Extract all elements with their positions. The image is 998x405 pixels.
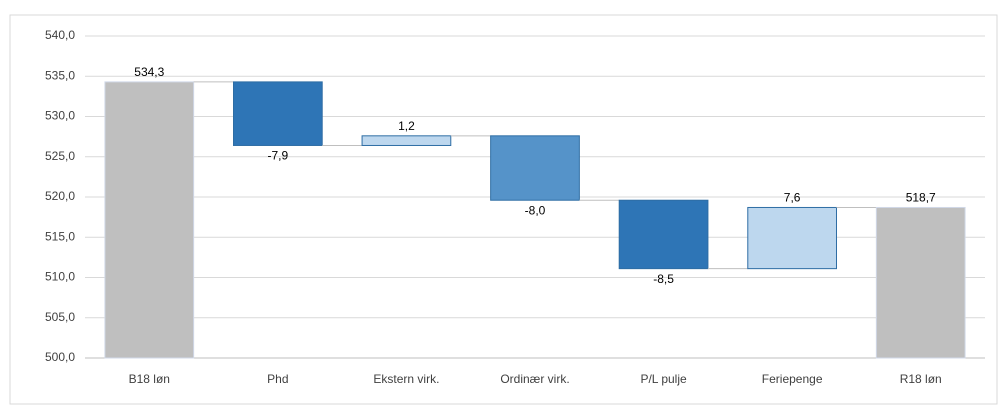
y-tick-label: 515,0 bbox=[45, 229, 75, 243]
bar bbox=[361, 135, 452, 146]
bar bbox=[104, 81, 195, 359]
data-label: 7,6 bbox=[784, 191, 801, 205]
y-tick-label: 505,0 bbox=[45, 310, 75, 324]
bar bbox=[747, 206, 837, 270]
x-tick-label: Ekstern virk. bbox=[373, 372, 439, 386]
bar bbox=[618, 199, 709, 270]
x-tick-label: Phd bbox=[267, 372, 288, 386]
data-label: -8,5 bbox=[653, 272, 674, 286]
data-label: -8,0 bbox=[525, 203, 546, 217]
y-tick-label: 525,0 bbox=[45, 149, 75, 163]
data-label: 534,3 bbox=[134, 65, 164, 79]
data-label: 1,2 bbox=[398, 119, 415, 133]
x-tick-label: Ordinær virk. bbox=[500, 372, 569, 386]
x-tick-label: B18 løn bbox=[129, 372, 170, 386]
x-tick-label: P/L pulje bbox=[640, 372, 687, 386]
data-label: -7,9 bbox=[268, 149, 289, 163]
y-tick-label: 500,0 bbox=[45, 350, 75, 364]
y-tick-label: 520,0 bbox=[45, 189, 75, 203]
data-label: 518,7 bbox=[906, 191, 936, 205]
y-tick-label: 530,0 bbox=[45, 109, 75, 123]
bar bbox=[875, 206, 966, 359]
y-tick-label: 510,0 bbox=[45, 270, 75, 284]
y-tick-label: 535,0 bbox=[45, 68, 75, 82]
bar bbox=[233, 81, 323, 146]
x-tick-label: R18 løn bbox=[900, 372, 942, 386]
x-tick-label: Feriepenge bbox=[762, 372, 823, 386]
y-tick-label: 540,0 bbox=[45, 28, 75, 42]
bar bbox=[490, 135, 580, 201]
